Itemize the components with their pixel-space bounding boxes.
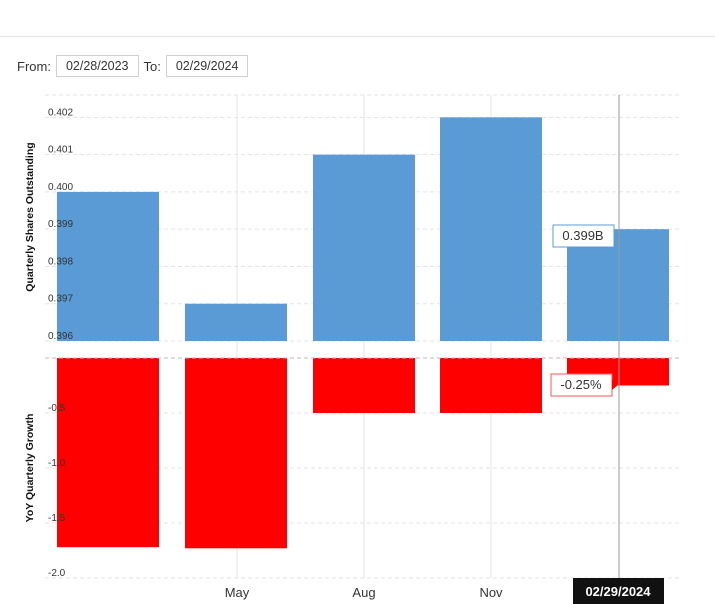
tooltip-shares-text: 0.399B: [562, 228, 603, 243]
date-range-selector: From: 02/28/2023 To: 02/29/2024: [17, 55, 249, 77]
to-label: To:: [143, 58, 161, 74]
shares-bar[interactable]: [313, 154, 415, 341]
y-tick-label: 0.399: [48, 219, 73, 230]
y-tick-label: 0.400: [48, 182, 73, 193]
from-label: From:: [17, 58, 51, 74]
x-tick-label: May: [225, 585, 250, 600]
from-date-input[interactable]: 02/28/2023: [55, 55, 139, 77]
growth-bar[interactable]: [57, 358, 159, 548]
tooltip-shares: 0.399B: [552, 224, 620, 248]
shares-bar[interactable]: [185, 303, 287, 341]
y-tick-label: 0.396: [48, 331, 73, 342]
y-axis-label-shares: Quarterly Shares Outstanding: [24, 142, 36, 291]
y-axis-ticks: 0.396 0.397 0.398 0.399 0.400 0.401 0.402 -0.5 -…: [48, 107, 73, 579]
yoy-growth-bars: [57, 358, 669, 549]
shares-outstanding-bars: [57, 117, 669, 341]
growth-bar[interactable]: [440, 358, 542, 413]
to-date-input[interactable]: 02/29/2024: [165, 55, 249, 77]
tooltip-growth: -0.25%: [550, 373, 618, 397]
shares-bar[interactable]: [567, 229, 669, 341]
shares-bar[interactable]: [440, 117, 542, 341]
y-tick-label: -1.0: [48, 458, 66, 469]
y-tick-label: 0.401: [48, 145, 73, 156]
tooltip-growth-text: -0.25%: [560, 377, 602, 392]
header-divider: [0, 36, 715, 37]
y-axis-label-growth: YoY Quarterly Growth: [24, 414, 36, 523]
growth-bar[interactable]: [185, 358, 287, 549]
crosshair-date-label: 02/29/2024: [573, 578, 664, 604]
x-axis-ticks: May Aug Nov: [225, 585, 503, 600]
y-tick-label: 0.397: [48, 294, 73, 305]
y-tick-label: 0.402: [48, 107, 73, 118]
x-tick-label: Aug: [352, 585, 375, 600]
shares-bar[interactable]: [57, 191, 159, 341]
y-tick-label: 0.398: [48, 256, 73, 267]
y-tick-label: -2.0: [48, 568, 66, 579]
growth-bar[interactable]: [313, 358, 415, 413]
y-tick-label: -1.5: [48, 513, 66, 524]
x-tick-label: Nov: [479, 585, 503, 600]
y-tick-label: -0.5: [48, 403, 66, 414]
crosshair-date-text: 02/29/2024: [585, 584, 651, 599]
